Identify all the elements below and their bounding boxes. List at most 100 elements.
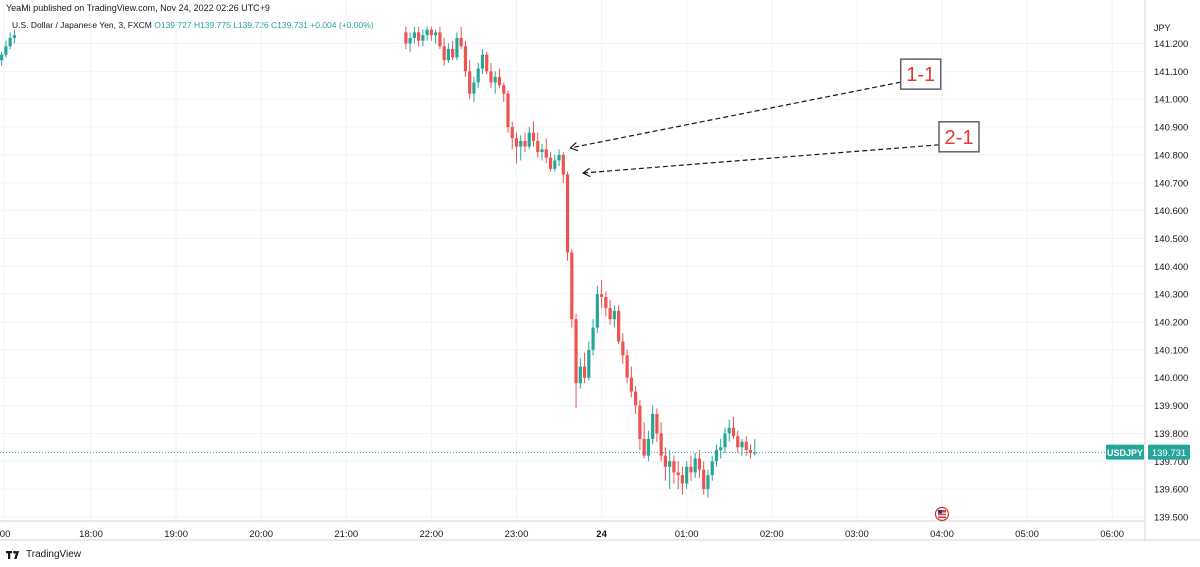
candle-body (480, 54, 485, 69)
y-tick-label: 140.600 (1154, 206, 1188, 217)
candle-body (582, 366, 587, 378)
candle-body (463, 46, 468, 72)
candle-body (651, 413, 655, 439)
symbol-legend: U.S. Dollar / Japanese Yen, 3, FXCM O139… (12, 20, 374, 30)
candle-body (519, 140, 523, 147)
candle-body (604, 296, 608, 309)
candle-body (663, 455, 668, 467)
candle-body (617, 310, 621, 342)
y-tick-label: 140.000 (1154, 373, 1188, 384)
flag-stripes (937, 510, 946, 518)
candle-body (514, 138, 519, 147)
x-tick-label: 06:00 (1100, 529, 1124, 540)
candle-body (629, 377, 633, 392)
currency-label: JPY (1154, 23, 1171, 33)
candle-body (621, 341, 625, 356)
x-tick-label: 02:00 (760, 529, 784, 540)
candle-body (421, 35, 425, 41)
candle-body (442, 46, 446, 61)
candle-body (706, 475, 710, 490)
tradingview-logo-icon (6, 550, 19, 559)
candle-body (476, 68, 480, 83)
candle-body (455, 37, 459, 58)
y-tick-label: 140.100 (1154, 345, 1188, 356)
candle-body (531, 132, 536, 141)
flag-stripe-white (937, 515, 946, 517)
candle-body (697, 458, 702, 470)
y-tick-label: 139.700 (1154, 457, 1188, 468)
candle-body (506, 93, 510, 128)
publisher-line: YeaMi published on TradingView.com, Nov … (6, 3, 270, 13)
candle-body (680, 475, 685, 484)
x-tick-label: 03:00 (845, 529, 869, 540)
candle-body (459, 37, 463, 47)
y-tick-label: 139.500 (1154, 512, 1188, 523)
x-tick-label: 22:00 (420, 529, 444, 540)
candle-body (548, 157, 553, 169)
candle-body (425, 29, 429, 36)
candle-body (744, 441, 748, 451)
candle-body (523, 140, 527, 147)
candle-body (595, 294, 599, 328)
candle-body (578, 366, 582, 384)
candle-body (646, 438, 650, 456)
candle-body (672, 461, 676, 473)
annotation-arrow (570, 81, 901, 149)
candle-body (625, 355, 629, 378)
candle-body (591, 327, 595, 350)
y-tick-label: 140.300 (1154, 290, 1188, 301)
candle-body (502, 85, 506, 94)
candle-body (412, 32, 416, 38)
y-tick-label: 141.000 (1154, 95, 1188, 106)
candle-body (561, 154, 565, 175)
candle-body (727, 427, 731, 434)
x-tick-label: 18:00 (79, 529, 103, 540)
candle-body (753, 452, 757, 454)
ohlc-change: +0.004 (+0.00%) (310, 20, 374, 30)
candle-body (599, 294, 604, 297)
annotation-label: 1-1 (906, 64, 935, 86)
candle-body (485, 54, 489, 72)
candle-body (642, 438, 646, 456)
y-tick-label: 139.900 (1154, 401, 1188, 412)
candle-body (638, 405, 642, 439)
candle-body (510, 127, 514, 139)
flag-canton (937, 510, 942, 514)
y-tick-label: 140.500 (1154, 234, 1188, 245)
y-tick-label: 140.900 (1154, 123, 1188, 134)
price-badge-label: 139.731 (1152, 448, 1186, 459)
y-tick-label: 140.800 (1154, 150, 1188, 161)
symbol-badge-label: USDJPY (1107, 448, 1143, 458)
candle-body (719, 447, 723, 451)
candle-body (714, 450, 719, 462)
x-tick-label: 21:00 (334, 529, 358, 540)
candle-body (668, 461, 672, 467)
candle-body (748, 450, 753, 453)
x-tick-label: 04:00 (930, 529, 954, 540)
candle-body (634, 391, 638, 406)
candle-body (544, 149, 548, 158)
candle-body (417, 32, 421, 41)
candle-body (740, 441, 744, 448)
candle-body (608, 308, 612, 320)
symbol-name: U.S. Dollar / Japanese Yen, 3, FXCM (12, 20, 152, 30)
candle-body (676, 472, 680, 476)
candle-body (434, 32, 438, 36)
candle-body (540, 149, 544, 153)
candle-body (489, 71, 493, 83)
candle-body (408, 37, 412, 44)
candle-body (736, 436, 740, 448)
x-tick-label: 24 (596, 529, 607, 540)
candle-body (710, 461, 714, 476)
candle-body (497, 76, 502, 86)
candle-body (612, 310, 616, 320)
ohlc-close: C139.731 (271, 20, 308, 30)
candle-body (553, 160, 557, 169)
y-tick-label: 140.700 (1154, 178, 1188, 189)
candle-body (446, 49, 451, 61)
candle-body (685, 466, 689, 484)
candle-body (570, 252, 574, 320)
candle-body (0, 54, 4, 61)
candle-body (655, 413, 659, 434)
